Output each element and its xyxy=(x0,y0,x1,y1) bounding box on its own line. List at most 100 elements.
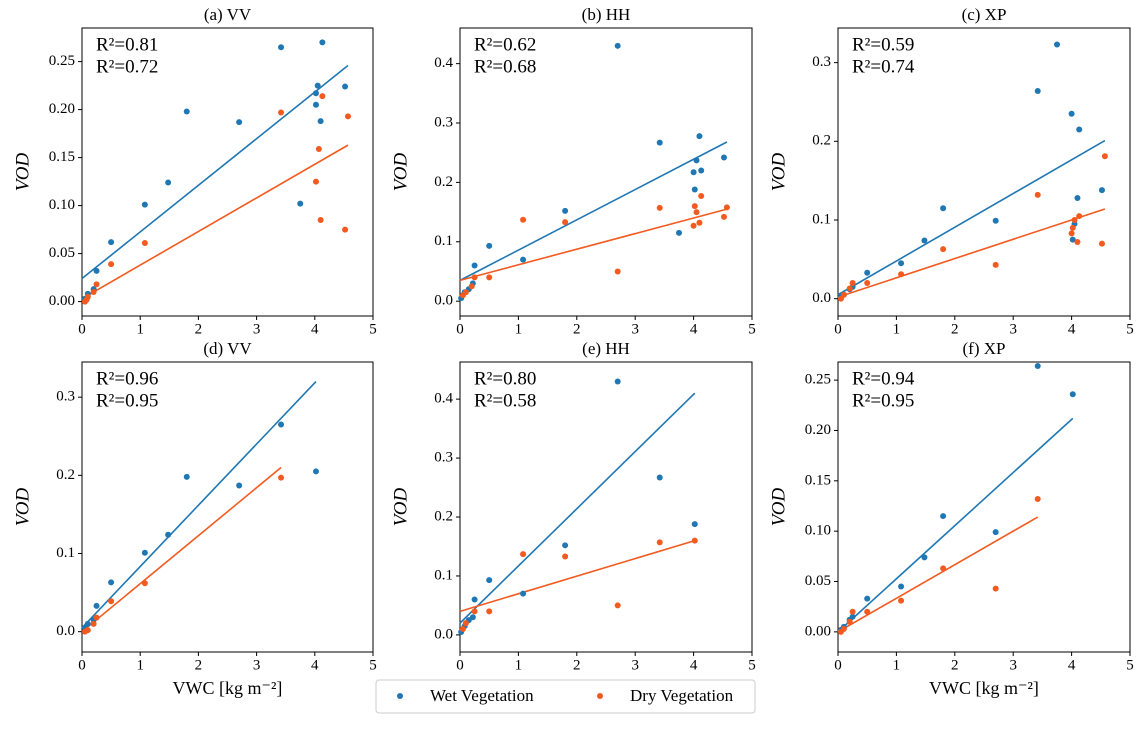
data-point xyxy=(469,614,476,621)
x-tick-label: 1 xyxy=(893,321,901,337)
data-point xyxy=(317,118,324,125)
r2-annotation: R²=0.68 xyxy=(474,56,536,77)
data-point xyxy=(1076,213,1083,220)
data-point xyxy=(236,482,243,489)
y-tick-label: 0.3 xyxy=(812,54,831,70)
data-point xyxy=(864,269,871,276)
data-point xyxy=(84,293,91,300)
data-point xyxy=(614,602,621,609)
x-tick-label: 4 xyxy=(311,321,319,337)
data-point xyxy=(849,279,856,286)
y-axis-label: VOD xyxy=(12,152,33,191)
data-point xyxy=(690,169,697,176)
x-tick-label: 0 xyxy=(456,657,464,673)
data-point xyxy=(691,521,698,528)
subplot-title: (d) VV xyxy=(203,339,252,358)
data-point xyxy=(315,145,322,152)
x-tick-label: 5 xyxy=(369,657,377,673)
data-point xyxy=(898,271,905,278)
data-point xyxy=(90,620,97,627)
data-point xyxy=(93,281,100,288)
y-tick-label: 0.0 xyxy=(56,623,75,639)
data-point xyxy=(992,529,999,536)
data-point xyxy=(278,109,285,116)
data-point xyxy=(921,237,928,244)
data-point xyxy=(693,157,700,164)
y-tick-label: 0.1 xyxy=(812,211,831,227)
y-tick-label: 0.1 xyxy=(434,567,453,583)
data-point xyxy=(720,154,727,161)
data-point xyxy=(849,608,856,615)
x-tick-label: 1 xyxy=(515,657,523,673)
data-point xyxy=(720,213,727,220)
data-point xyxy=(656,474,663,481)
data-point xyxy=(690,222,697,229)
y-tick-label: 0.00 xyxy=(805,623,831,639)
data-point xyxy=(656,539,663,546)
data-point xyxy=(992,261,999,268)
data-point xyxy=(898,597,905,604)
y-tick-label: 0.3 xyxy=(434,114,453,130)
x-tick-label: 1 xyxy=(136,321,144,337)
data-point xyxy=(471,262,478,269)
data-point xyxy=(864,279,871,286)
data-point xyxy=(471,608,478,615)
x-axis-label: VWC [kg m⁻²] xyxy=(173,678,283,698)
data-point xyxy=(486,242,493,249)
y-tick-label: 0.2 xyxy=(812,133,831,149)
data-point xyxy=(1068,110,1075,117)
data-point xyxy=(1101,153,1108,160)
x-tick-label: 3 xyxy=(1009,321,1017,337)
data-point xyxy=(691,537,698,544)
data-point xyxy=(278,474,285,481)
x-tick-label: 5 xyxy=(748,321,756,337)
y-tick-label: 0.20 xyxy=(805,422,831,438)
subplot-title: (a) VV xyxy=(204,5,252,24)
data-point xyxy=(471,274,478,281)
x-axis-label: VWC [kg m⁻²] xyxy=(929,678,1039,698)
x-tick-label: 4 xyxy=(311,657,319,673)
x-tick-label: 0 xyxy=(834,657,842,673)
data-point xyxy=(471,596,478,603)
data-point xyxy=(236,119,243,126)
y-tick-label: 0.0 xyxy=(812,290,831,306)
y-tick-label: 0.15 xyxy=(49,149,75,165)
x-tick-label: 4 xyxy=(1068,657,1076,673)
data-point xyxy=(562,219,569,226)
data-point xyxy=(90,289,97,295)
data-point xyxy=(849,613,856,620)
y-tick-label: 0.05 xyxy=(49,245,75,261)
x-tick-label: 1 xyxy=(136,657,144,673)
x-tick-label: 2 xyxy=(951,657,959,673)
plot-frame xyxy=(837,361,1131,653)
subplot-title: (b) HH xyxy=(582,5,631,24)
data-point xyxy=(1068,230,1075,237)
data-point xyxy=(1076,126,1083,133)
y-axis-label: VOD xyxy=(12,487,33,526)
data-point xyxy=(693,209,700,216)
r2-annotation: R²=0.96 xyxy=(96,368,158,389)
data-point xyxy=(165,531,172,538)
data-point xyxy=(614,378,621,385)
data-point xyxy=(846,285,853,292)
y-tick-label: 0.2 xyxy=(434,508,453,524)
r2-annotation: R²=0.74 xyxy=(852,56,915,77)
data-point xyxy=(696,219,703,226)
data-point xyxy=(108,579,115,586)
y-tick-label: 0.2 xyxy=(56,467,75,483)
x-tick-label: 0 xyxy=(78,321,86,337)
fit-line xyxy=(81,144,349,300)
plot-frame xyxy=(837,27,1131,317)
data-point xyxy=(84,627,91,634)
data-point xyxy=(840,291,847,298)
data-point xyxy=(278,421,285,428)
data-point xyxy=(93,602,100,609)
y-tick-label: 0.1 xyxy=(434,233,453,249)
data-point xyxy=(562,553,569,560)
y-tick-label: 0.3 xyxy=(56,389,75,405)
x-tick-label: 4 xyxy=(690,657,698,673)
data-point xyxy=(691,186,698,193)
y-tick-label: 0.25 xyxy=(805,372,831,388)
data-point xyxy=(940,246,947,253)
fit-line xyxy=(459,539,695,613)
